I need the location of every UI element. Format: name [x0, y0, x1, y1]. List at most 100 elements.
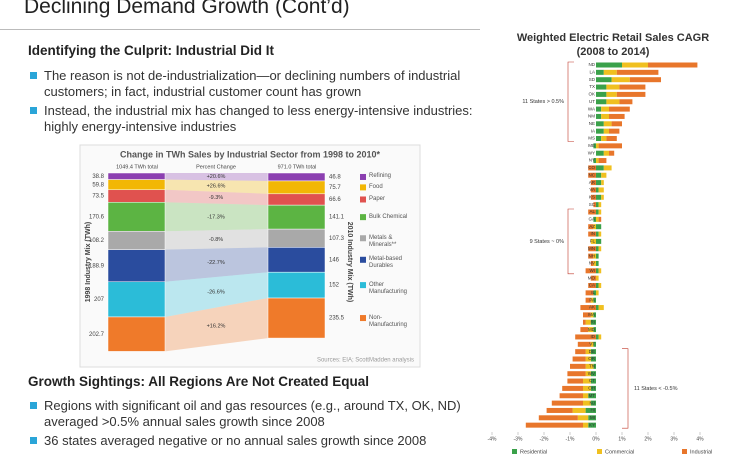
bar-segment: [596, 216, 599, 222]
state-label: SD: [589, 77, 596, 82]
state-label: TN: [589, 364, 595, 369]
state-label: WY: [588, 150, 595, 155]
bar-segment: [596, 150, 604, 156]
percent-label: +26.6%: [207, 183, 226, 189]
state-label: MN: [588, 246, 595, 251]
legend-label: Residential: [520, 449, 547, 455]
bar-segment: [596, 99, 607, 105]
bar-segment: [593, 202, 596, 208]
bullet-list: Regions with significant oil and gas res…: [30, 398, 480, 452]
bar-segment: [593, 297, 596, 303]
bar-segment: [596, 253, 599, 259]
bar-segment: [596, 136, 602, 141]
state-label: AZ: [589, 224, 595, 229]
legend-label: Other Manufacturing: [369, 281, 408, 295]
bar-segment: [596, 209, 599, 215]
bar-2010: [267, 297, 326, 339]
bar-segment: [603, 69, 617, 75]
bar-segment: [596, 84, 607, 90]
percent-label: -9.3%: [209, 195, 223, 201]
bar-2010: [267, 180, 326, 195]
state-label: SC: [589, 202, 596, 207]
state-label: PA: [589, 297, 595, 302]
value-label: 107.3: [329, 236, 345, 242]
bar-segment: [572, 407, 586, 413]
bar-segment: [538, 415, 578, 421]
bar-segment: [606, 91, 617, 97]
bar-segment: [601, 172, 607, 178]
bar-segment: [588, 209, 596, 215]
bar-segment: [598, 246, 602, 252]
bar-segment: [593, 341, 596, 347]
bracket-label: 11 States < -0.5%: [634, 386, 678, 392]
legend-swatch: [360, 282, 366, 289]
value-label: 108.2: [89, 238, 105, 244]
bar-segment: [598, 268, 602, 274]
bar-segment: [585, 268, 596, 274]
state-label: DE: [589, 349, 595, 354]
state-label: OK: [588, 92, 595, 97]
bar-segment: [583, 319, 586, 325]
state-label: FL: [590, 239, 596, 244]
state-label: NH: [589, 253, 596, 258]
bar-1998: [107, 281, 166, 318]
value-label: 188.9: [89, 263, 105, 269]
bar-segment: [598, 143, 622, 149]
bar-segment: [585, 319, 591, 325]
bar-segment: [580, 305, 596, 311]
flow-band: [165, 179, 268, 194]
bar-1998: [107, 249, 166, 283]
flow-band: [165, 189, 268, 206]
value-label: 170.6: [89, 214, 105, 220]
bar-segment: [585, 349, 591, 355]
bar-segment: [525, 422, 583, 428]
bar-2010: [267, 204, 326, 230]
bullet: Instead, the industrial mix has changed …: [30, 103, 480, 135]
bar-segment: [593, 143, 596, 149]
bar-segment: [596, 180, 602, 186]
state-label: RI: [591, 319, 596, 324]
legend-swatch: [360, 315, 366, 322]
bar-segment: [601, 194, 604, 200]
state-label: TX: [589, 84, 595, 89]
value-label: 146: [329, 257, 340, 263]
bar-segment: [585, 371, 591, 377]
bullet: Regions with significant oil and gas res…: [30, 398, 480, 430]
bar-2010: [267, 228, 326, 248]
flow-band: [165, 272, 268, 317]
divider: [0, 29, 480, 30]
bar-1998: [107, 189, 166, 203]
bar-segment: [606, 136, 617, 141]
bar-segment: [596, 128, 604, 134]
bar-segment: [596, 77, 612, 83]
bar-segment: [585, 356, 591, 362]
state-label: MS: [588, 136, 595, 141]
value-label: 207: [94, 297, 105, 303]
bar-segment: [583, 312, 591, 318]
slide-title: Declining Demand Growth (Cont’d): [24, 0, 350, 18]
bar-segment: [596, 69, 604, 75]
bar-segment: [596, 231, 599, 237]
bar-segment: [609, 128, 620, 134]
x-tick-label: -3%: [514, 436, 523, 442]
legend-label: Metal-based Durables: [369, 256, 403, 270]
state-label: MI: [590, 415, 595, 420]
bar-segment: [593, 312, 596, 318]
bar-segment: [596, 275, 599, 281]
legend-swatch: [360, 196, 366, 203]
state-label: IA: [591, 128, 595, 133]
bar-segment: [583, 400, 591, 406]
bar-segment: [585, 290, 594, 296]
state-label: IL: [591, 290, 595, 295]
state-label: MA: [588, 312, 595, 317]
state-label: UT: [589, 99, 595, 104]
bullet-text: Regions with significant oil and gas res…: [44, 398, 461, 429]
bar-segment: [596, 62, 622, 68]
bracket: [567, 208, 574, 275]
state-label: ID: [591, 334, 596, 339]
bar-segment: [598, 187, 604, 193]
legend-label: Metals & Minerals**: [369, 234, 397, 248]
bar-segment: [596, 268, 599, 274]
bar-segment: [603, 165, 612, 171]
bracket: [567, 61, 574, 142]
